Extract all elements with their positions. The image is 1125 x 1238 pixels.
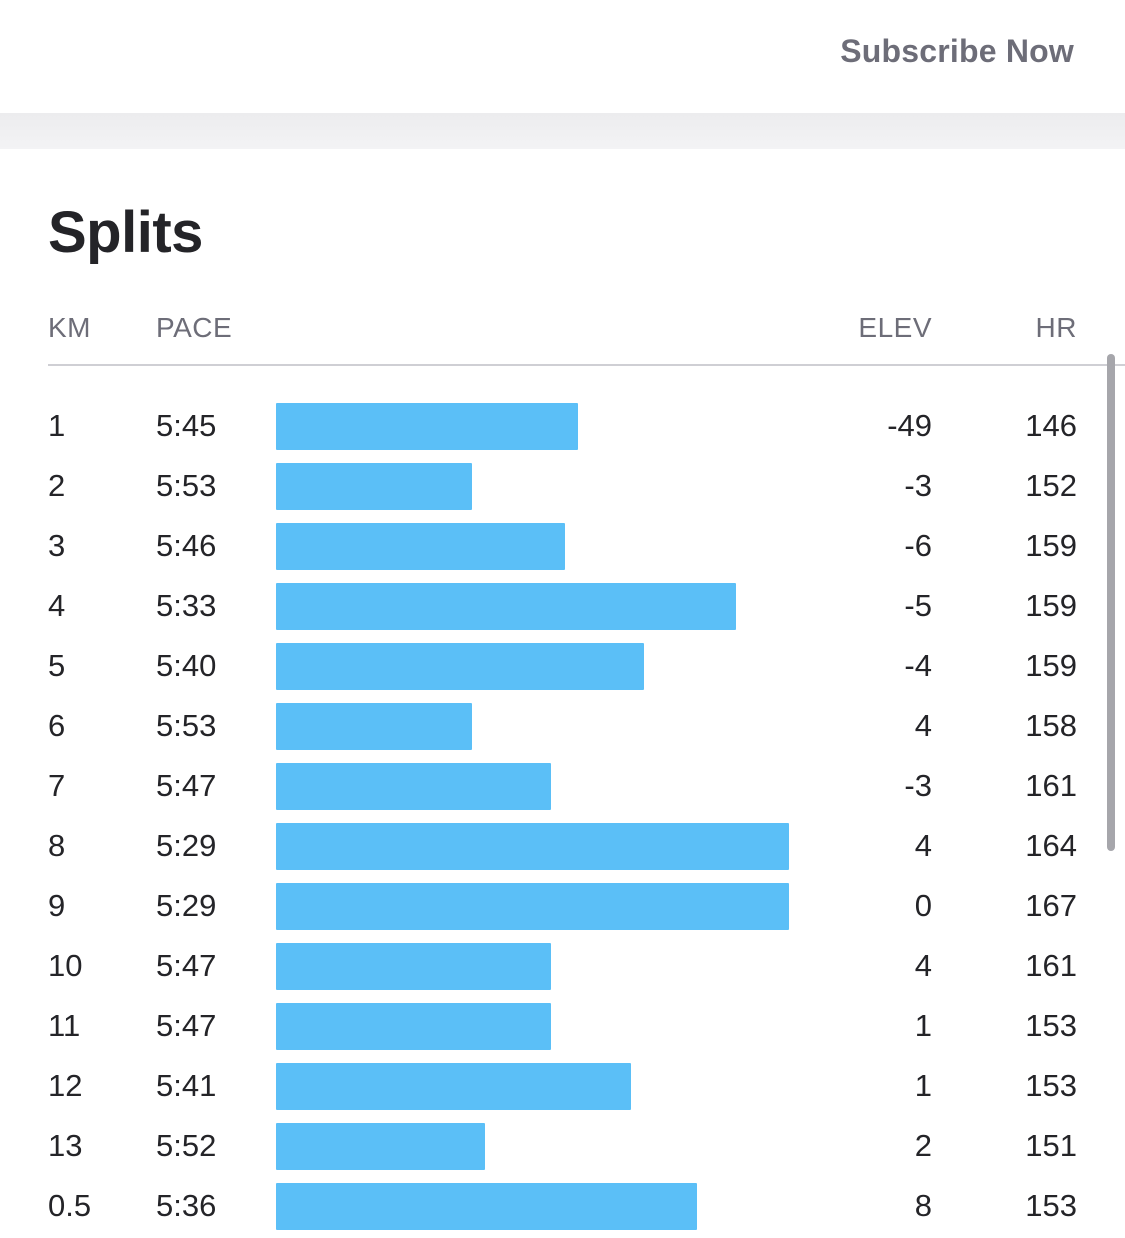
- column-header-pace: PACE: [156, 312, 233, 343]
- split-hr: 158: [1025, 708, 1077, 743]
- split-row: 3 5:46 -6 159: [0, 518, 1125, 578]
- split-hr: 161: [1025, 948, 1077, 983]
- split-km: 5: [48, 648, 66, 683]
- top-bar: Subscribe Now: [0, 0, 1125, 113]
- split-km: 8: [48, 828, 66, 863]
- split-elev: -3: [904, 768, 932, 803]
- pace-bar: [276, 823, 789, 870]
- pace-bar: [276, 463, 472, 510]
- split-hr: 152: [1025, 468, 1077, 503]
- split-km: 13: [48, 1128, 83, 1163]
- splits-section: Splits KM PACE ELEV HR 1 5:45 -49 146 2 5:53-…: [0, 149, 1125, 1238]
- split-elev: 1: [914, 1008, 932, 1043]
- header-divider: [48, 364, 1125, 366]
- pace-bar: [276, 1183, 697, 1230]
- column-header-km: KM: [48, 312, 91, 343]
- split-km: 7: [48, 768, 66, 803]
- split-hr: 153: [1025, 1068, 1077, 1103]
- split-row: 4 5:33 -5 159: [0, 578, 1125, 638]
- split-pace: 5:52: [156, 1128, 217, 1163]
- split-hr: 164: [1025, 828, 1077, 863]
- split-elev: -3: [904, 468, 932, 503]
- split-km: 3: [48, 528, 66, 563]
- split-pace: 5:36: [156, 1188, 217, 1223]
- split-pace: 5:47: [156, 768, 217, 803]
- split-row: 0.5 5:36 8 153: [0, 1178, 1125, 1238]
- split-km: 12: [48, 1068, 83, 1103]
- split-elev: -5: [904, 588, 932, 623]
- pace-bar: [276, 1003, 551, 1050]
- split-row: 10 5:47 4 161: [0, 938, 1125, 998]
- split-pace: 5:29: [156, 888, 217, 923]
- split-km: 11: [48, 1008, 81, 1043]
- split-km: 2: [48, 468, 66, 503]
- split-km: 9: [48, 888, 66, 923]
- split-pace: 5:53: [156, 708, 217, 743]
- split-pace: 5:29: [156, 828, 217, 863]
- split-hr: 161: [1025, 768, 1077, 803]
- subscribe-now-button[interactable]: Subscribe Now: [840, 33, 1074, 69]
- split-row: 13 5:52 2 151: [0, 1118, 1125, 1178]
- split-hr: 159: [1025, 528, 1077, 563]
- pace-bar: [276, 523, 565, 570]
- pace-bar: [276, 883, 789, 930]
- split-row: 12 5:41 1 153: [0, 1058, 1125, 1118]
- split-hr: 153: [1025, 1008, 1077, 1043]
- split-elev: 8: [914, 1188, 932, 1223]
- scrollbar[interactable]: [1107, 354, 1115, 851]
- split-elev: 4: [914, 708, 932, 743]
- split-row: 5 5:40 -4 159: [0, 638, 1125, 698]
- split-km: 6: [48, 708, 66, 743]
- split-km: 4: [48, 588, 66, 623]
- split-elev: -49: [887, 408, 932, 443]
- splits-title: Splits: [48, 200, 203, 265]
- split-hr: 159: [1025, 588, 1077, 623]
- splits-table: 1 5:45 -49 146 2 5:53 -3 152 3 5:46 -6 159 4 5:33 -5 15…: [0, 398, 1125, 1238]
- pace-bar: [276, 583, 736, 630]
- split-hr: 146: [1025, 408, 1077, 443]
- split-elev: 4: [914, 948, 932, 983]
- split-hr: 151: [1025, 1128, 1077, 1163]
- split-km: 0.5: [48, 1188, 92, 1223]
- split-row: 9 5:29 0 167: [0, 878, 1125, 938]
- split-hr: 167: [1025, 888, 1077, 923]
- split-hr: 153: [1025, 1188, 1077, 1223]
- split-elev: 4: [914, 828, 932, 863]
- split-pace: 5:41: [156, 1068, 217, 1103]
- split-pace: 5:46: [156, 528, 217, 563]
- section-divider: [0, 113, 1125, 149]
- pace-bar: [276, 943, 551, 990]
- split-row: 1 5:45 -49 146: [0, 398, 1125, 458]
- pace-bar: [276, 403, 578, 450]
- split-elev: -6: [904, 528, 932, 563]
- split-row: 6 5:53 4 158: [0, 698, 1125, 758]
- pace-bar: [276, 763, 551, 810]
- split-pace: 5:45: [156, 408, 217, 443]
- split-km: 1: [48, 408, 66, 443]
- split-row: 8 5:29 4 164: [0, 818, 1125, 878]
- pace-bar: [276, 1063, 631, 1110]
- split-pace: 5:33: [156, 588, 217, 623]
- split-pace: 5:47: [156, 1008, 217, 1043]
- pace-bar: [276, 1123, 485, 1170]
- column-header-hr: HR: [1035, 312, 1077, 343]
- pace-bar: [276, 703, 472, 750]
- split-elev: 1: [914, 1068, 932, 1103]
- column-header-elev: ELEV: [858, 312, 932, 343]
- split-elev: 0: [914, 888, 932, 923]
- split-row: 7 5:47 -3 161: [0, 758, 1125, 818]
- split-elev: 2: [914, 1128, 932, 1163]
- split-elev: -4: [904, 648, 932, 683]
- split-hr: 159: [1025, 648, 1077, 683]
- split-row: 11 5:47 1 153: [0, 998, 1125, 1058]
- split-km: 10: [48, 948, 83, 983]
- split-pace: 5:53: [156, 468, 217, 503]
- split-row: 2 5:53 -3 152: [0, 458, 1125, 518]
- pace-bar: [276, 643, 644, 690]
- split-pace: 5:47: [156, 948, 217, 983]
- split-pace: 5:40: [156, 648, 217, 683]
